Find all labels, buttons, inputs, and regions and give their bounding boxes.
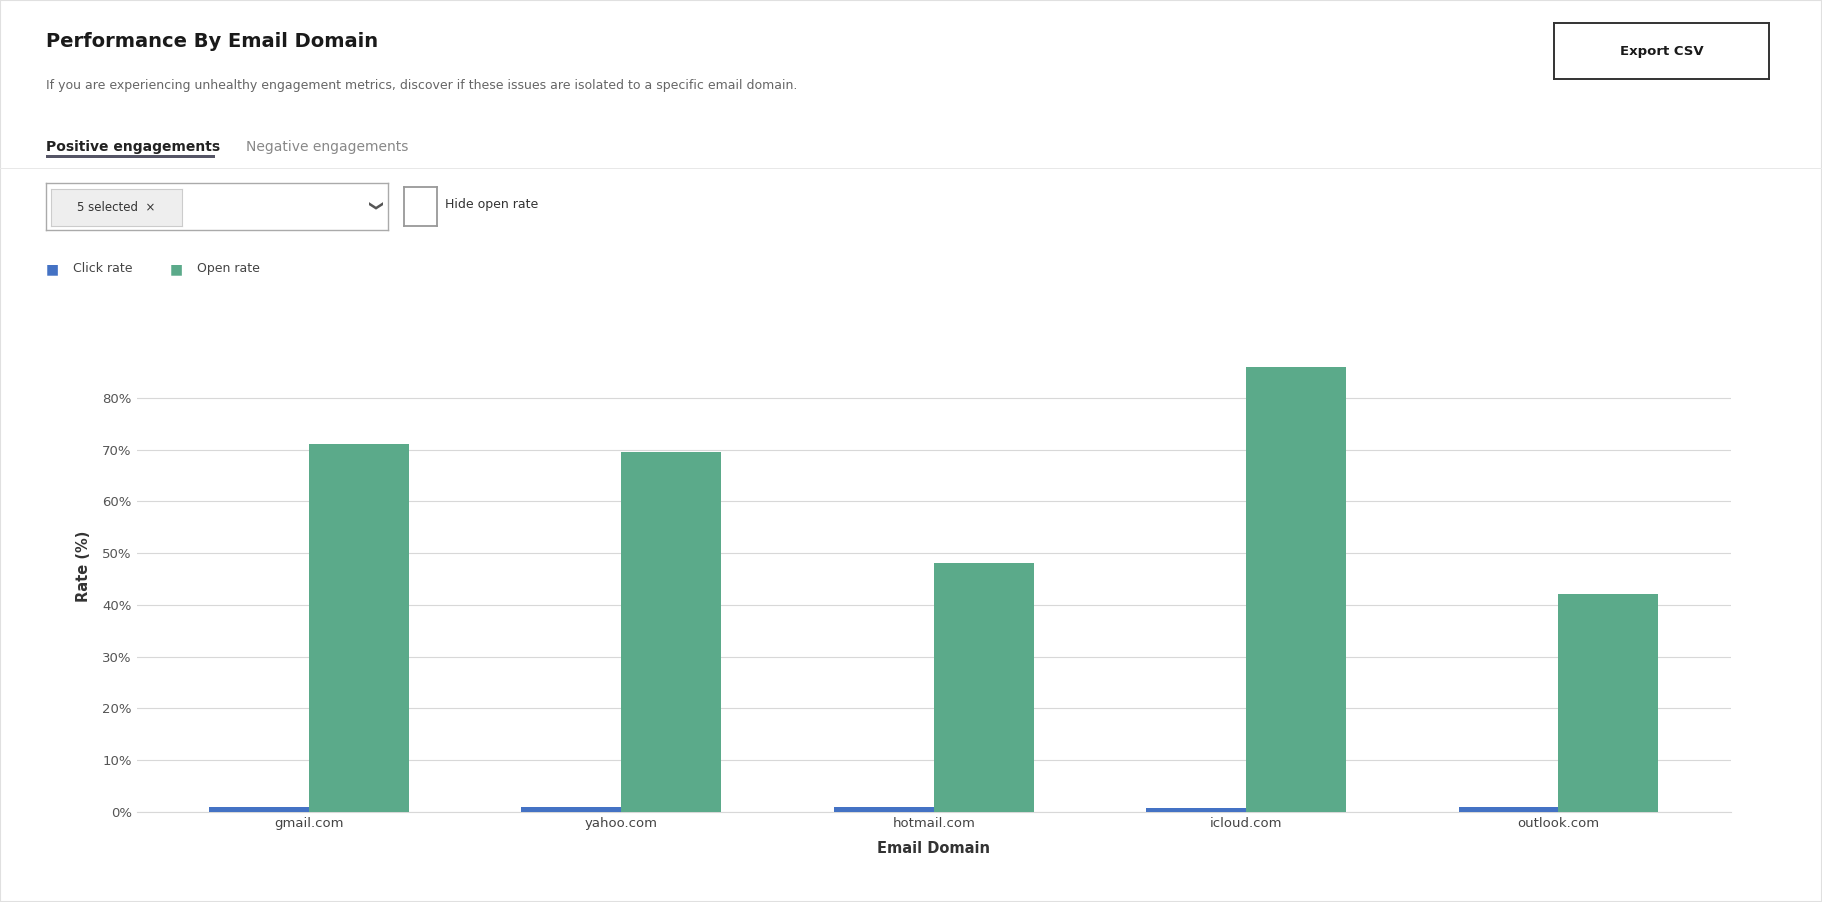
X-axis label: Email Domain: Email Domain <box>876 841 991 856</box>
Bar <box>1558 594 1658 812</box>
Text: Performance By Email Domain: Performance By Email Domain <box>46 32 377 51</box>
Bar <box>1146 807 1246 812</box>
Bar <box>310 445 408 812</box>
Bar <box>1246 367 1346 812</box>
Text: If you are experiencing unhealthy engagement metrics, discover if these issues a: If you are experiencing unhealthy engage… <box>46 79 796 92</box>
Text: ❯: ❯ <box>366 201 379 212</box>
Bar <box>521 806 621 812</box>
Text: Export CSV: Export CSV <box>1620 45 1704 58</box>
Text: ■: ■ <box>46 262 58 276</box>
Bar <box>1459 806 1558 812</box>
Bar <box>933 564 1033 812</box>
Text: Open rate: Open rate <box>197 262 261 275</box>
Bar <box>834 806 933 812</box>
Bar <box>621 452 722 812</box>
Text: Negative engagements: Negative engagements <box>246 140 408 154</box>
Text: Hide open rate: Hide open rate <box>445 198 537 211</box>
Bar <box>210 806 310 812</box>
Text: Positive engagements: Positive engagements <box>46 140 220 154</box>
Text: 5 selected  ×: 5 selected × <box>77 201 157 214</box>
Text: Click rate: Click rate <box>73 262 133 275</box>
Y-axis label: Rate (%): Rate (%) <box>77 530 91 602</box>
Text: ■: ■ <box>169 262 182 276</box>
